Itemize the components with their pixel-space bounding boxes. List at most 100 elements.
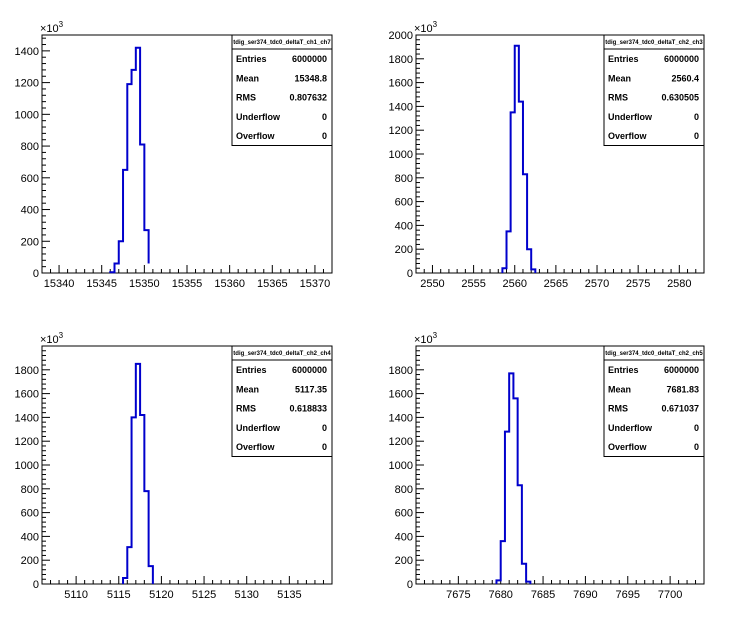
y-multiplier-base: ×10 xyxy=(414,334,433,346)
y-multiplier-exponent: 3 xyxy=(433,331,438,340)
stats-row-value: 0 xyxy=(694,112,699,122)
stats-row-value: 0 xyxy=(694,442,699,452)
y-tick-label: 600 xyxy=(395,508,413,520)
y-tick-label: 0 xyxy=(33,268,39,280)
y-tick-label: 800 xyxy=(395,484,413,496)
x-tick-label: 2580 xyxy=(667,278,691,290)
y-tick-label: 1600 xyxy=(389,389,413,401)
stats-row-label: RMS xyxy=(236,93,256,103)
y-multiplier-exponent: 3 xyxy=(433,20,438,29)
stats-row-value: 6000000 xyxy=(292,365,327,375)
y-tick-label: 200 xyxy=(21,236,39,248)
y-tick-label: 1400 xyxy=(389,101,413,113)
y-multiplier-base: ×10 xyxy=(40,334,59,346)
y-tick-label: 1000 xyxy=(389,460,413,472)
stats-row-label: Mean xyxy=(608,384,631,394)
y-tick-label: 400 xyxy=(21,531,39,543)
x-tick-label: 2570 xyxy=(585,278,609,290)
y-tick-label: 200 xyxy=(21,555,39,567)
stats-row-label: Entries xyxy=(608,365,639,375)
y-tick-label: 1600 xyxy=(15,389,39,401)
y-tick-label: 1200 xyxy=(389,125,413,137)
stats-row-label: Overflow xyxy=(608,131,648,141)
x-tick-label: 7680 xyxy=(488,589,512,601)
y-tick-label: 400 xyxy=(21,205,39,217)
stats-row-label: Underflow xyxy=(236,112,281,122)
stats-row-value: 2560.4 xyxy=(671,73,699,83)
x-tick-label: 15345 xyxy=(86,278,117,290)
stats-box-title: tdig_ser374_tdc0_deltaT_ch2_ch4 xyxy=(233,351,331,357)
stats-row-label: Mean xyxy=(236,73,259,83)
y-multiplier-base: ×10 xyxy=(40,23,59,35)
x-tick-label: 15370 xyxy=(300,278,331,290)
histogram-pad-4: 7675 7680 7685 7690 7695 7700 0 200 400 600 800 100… xyxy=(389,331,705,601)
y-tick-label: 600 xyxy=(21,173,39,185)
histogram-outline xyxy=(501,44,537,273)
x-tick-label: 15365 xyxy=(257,278,288,290)
stats-box-title: tdig_ser374_tdc0_deltaT_ch2_ch3 xyxy=(605,40,703,46)
histogram-outline xyxy=(122,362,154,584)
stats-row-value: 0 xyxy=(322,131,327,141)
x-tick-label: 7685 xyxy=(531,589,555,601)
stats-box: tdig_ser374_tdc0_deltaT_ch1_ch7 Entries 60… xyxy=(231,34,333,146)
y-tick-label: 1200 xyxy=(15,78,39,90)
y-tick-label: 1000 xyxy=(389,149,413,161)
histogram-pad-2: 2550 2555 2560 2565 2570 2575 2580 0 200 400 600 80… xyxy=(389,20,705,290)
x-tick-label: 15350 xyxy=(129,278,160,290)
stats-row-label: Underflow xyxy=(608,112,653,122)
stats-row-label: Underflow xyxy=(608,423,653,433)
y-tick-label: 800 xyxy=(21,141,39,153)
stats-row-value: 6000000 xyxy=(664,54,699,64)
stats-box: tdig_ser374_tdc0_deltaT_ch2_ch3 Entries 60… xyxy=(603,34,705,146)
stats-row-value: 0.671037 xyxy=(661,404,699,414)
y-tick-label: 1800 xyxy=(389,54,413,66)
stats-row-value: 0 xyxy=(322,442,327,452)
y-tick-label: 2000 xyxy=(389,30,413,42)
y-axis-multiplier: ×103 xyxy=(414,331,438,346)
stats-box-title: tdig_ser374_tdc0_deltaT_ch2_ch5 xyxy=(605,351,703,357)
x-tick-label: 7675 xyxy=(446,589,470,601)
y-tick-label: 0 xyxy=(407,579,413,591)
stats-row-label: Mean xyxy=(608,73,631,83)
histogram-outline xyxy=(495,372,532,584)
stats-row-value: 7681.83 xyxy=(666,384,699,394)
stats-row-label: Entries xyxy=(236,365,267,375)
stats-row-value: 6000000 xyxy=(292,54,327,64)
stats-row-value: 0.630505 xyxy=(661,93,699,103)
y-tick-label: 1800 xyxy=(15,365,39,377)
stats-box-frame xyxy=(603,34,705,146)
y-tick-label: 400 xyxy=(395,531,413,543)
stats-row-value: 0 xyxy=(322,112,327,122)
y-tick-label: 0 xyxy=(33,579,39,591)
y-axis-multiplier: ×103 xyxy=(414,20,438,35)
y-tick-label: 1000 xyxy=(15,109,39,121)
x-tick-label: 7700 xyxy=(658,589,682,601)
y-tick-label: 1800 xyxy=(389,365,413,377)
stats-row-label: RMS xyxy=(236,404,256,414)
y-tick-label: 0 xyxy=(407,268,413,280)
stats-row-label: Overflow xyxy=(236,442,276,452)
stats-row-label: Overflow xyxy=(608,442,648,452)
y-tick-label: 1400 xyxy=(389,412,413,424)
histogram-pad-3: 5110 5115 5120 5125 5130 5135 0 200 400 600 800 100… xyxy=(15,331,333,601)
x-tick-label: 7690 xyxy=(573,589,597,601)
x-tick-label: 5110 xyxy=(64,589,88,601)
stats-row-label: Mean xyxy=(236,384,259,394)
x-tick-label: 5130 xyxy=(234,589,258,601)
y-tick-label: 800 xyxy=(395,173,413,185)
histogram-bin xyxy=(132,70,136,273)
x-tick-label: 15340 xyxy=(44,278,75,290)
stats-row-value: 6000000 xyxy=(664,365,699,375)
y-multiplier-exponent: 3 xyxy=(59,20,64,29)
y-tick-label: 200 xyxy=(395,555,413,567)
stats-row-value: 0.618833 xyxy=(289,404,327,414)
stats-box-title: tdig_ser374_tdc0_deltaT_ch1_ch7 xyxy=(233,40,331,46)
y-axis-multiplier: ×103 xyxy=(40,20,64,35)
stats-row-label: Overflow xyxy=(236,131,276,141)
y-tick-label: 800 xyxy=(21,484,39,496)
stats-row-value: 0.807632 xyxy=(289,93,327,103)
x-tick-label: 15355 xyxy=(172,278,203,290)
stats-row-value: 0 xyxy=(694,131,699,141)
stats-box-frame xyxy=(603,345,705,457)
x-tick-label: 5135 xyxy=(277,589,301,601)
